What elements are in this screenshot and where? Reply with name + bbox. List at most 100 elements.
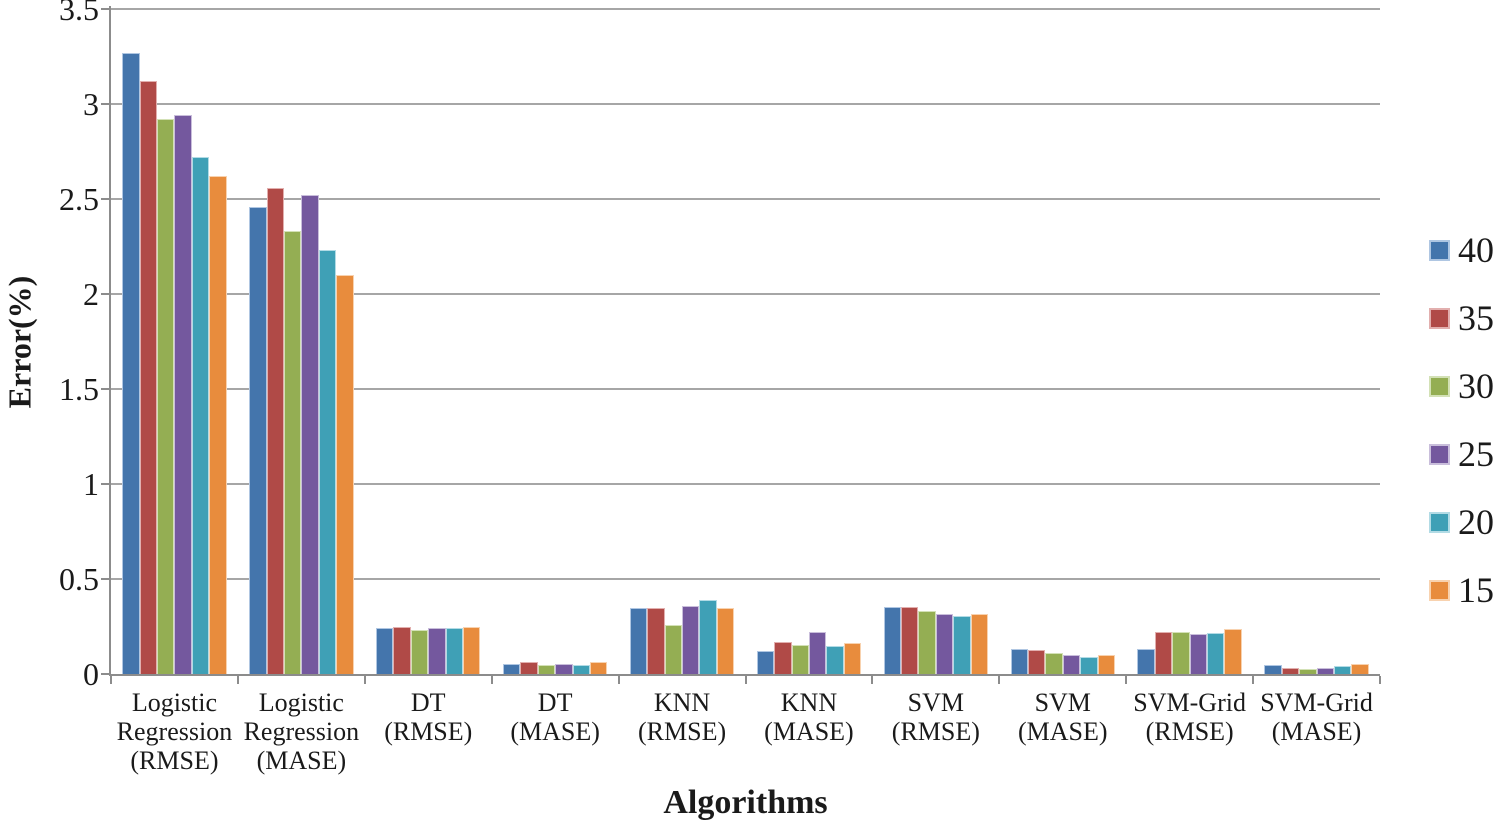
legend-swatch-icon xyxy=(1429,375,1450,397)
y-tick-label-1: 1 xyxy=(83,466,99,502)
bar-35-SVM (MASE) xyxy=(1027,650,1046,674)
legend-entry-15: 15 xyxy=(1429,570,1494,610)
bar-20-SVM-Grid (MASE) xyxy=(1333,666,1352,674)
x-category-label-line: KNN xyxy=(653,688,711,717)
bar-30-SVM-Grid (MASE) xyxy=(1299,669,1317,674)
bar-20-KNN (RMSE) xyxy=(699,599,717,674)
bar-40-KNN (RMSE) xyxy=(629,607,648,674)
x-tick-10 xyxy=(1379,676,1381,684)
x-category-label-line: SVM xyxy=(907,688,965,717)
bar-30-DT (MASE) xyxy=(537,665,556,674)
legend-swatch-icon xyxy=(1429,307,1450,329)
y-tick-label-1.5: 1.5 xyxy=(59,371,99,407)
x-category-label: KNN (MASE) xyxy=(729,688,889,746)
gridline-3.5 xyxy=(111,8,1380,10)
legend-label: 15 xyxy=(1458,570,1494,610)
bar-20-KNN (MASE) xyxy=(826,646,844,674)
bar-35-SVM-Grid (MASE) xyxy=(1281,668,1300,674)
bar-35-SVM (RMSE) xyxy=(901,606,919,674)
legend-entry-30: 30 xyxy=(1429,366,1494,406)
legend-entry-20: 20 xyxy=(1429,502,1494,542)
legend-label: 25 xyxy=(1458,434,1494,474)
bar-25-KNN (MASE) xyxy=(808,632,827,674)
bar-40-DT (MASE) xyxy=(502,663,521,674)
x-category-label-line: SVM xyxy=(1034,688,1091,717)
x-category-label-line: KNN xyxy=(780,688,838,717)
bar-30-Logistic Regression (MASE) xyxy=(283,231,302,674)
bar-40-SVM-Grid (MASE) xyxy=(1264,665,1282,674)
gridline-1 xyxy=(111,483,1380,485)
bar-25-SVM-Grid (RMSE) xyxy=(1189,634,1208,674)
y-tick-2 xyxy=(101,293,111,295)
bar-35-KNN (RMSE) xyxy=(647,607,665,674)
x-tick-4 xyxy=(617,676,620,684)
bar-20-DT (RMSE) xyxy=(445,628,464,674)
bar-15-DT (RMSE) xyxy=(463,626,481,674)
x-tick-8 xyxy=(1125,676,1128,684)
y-tick-label-3.5: 3.5 xyxy=(59,0,99,27)
bar-20-DT (MASE) xyxy=(572,664,590,674)
x-category-label: DT (MASE) xyxy=(475,688,635,746)
gridline-3 xyxy=(111,103,1380,105)
x-category-label-line: DT xyxy=(537,688,573,717)
x-axis-line xyxy=(109,674,1380,676)
bar-35-DT (RMSE) xyxy=(393,626,411,674)
y-tick-3.5 xyxy=(101,8,111,10)
gridline-2.5 xyxy=(111,198,1380,200)
legend-label: 20 xyxy=(1458,502,1494,542)
y-tick-1 xyxy=(101,483,111,485)
x-category-label-line: DT xyxy=(410,688,446,717)
bar-20-SVM (RMSE) xyxy=(953,616,971,674)
x-category-label: SVM (MASE) xyxy=(983,688,1143,746)
x-category-label-line: (MASE) xyxy=(1271,717,1362,746)
bar-20-SVM (MASE) xyxy=(1080,656,1098,674)
x-tick-9 xyxy=(1252,676,1255,684)
bar-35-KNN (MASE) xyxy=(774,641,792,674)
bar-25-SVM-Grid (MASE) xyxy=(1316,668,1334,674)
gridline-1.5 xyxy=(111,388,1380,390)
bar-25-Logistic Regression (MASE) xyxy=(301,195,319,674)
bar-30-SVM-Grid (RMSE) xyxy=(1172,632,1190,674)
bar-30-Logistic Regression (RMSE) xyxy=(157,119,175,674)
bar-30-KNN (RMSE) xyxy=(664,624,683,674)
x-tick-3 xyxy=(490,676,493,684)
bar-40-DT (RMSE) xyxy=(376,628,394,674)
bar-40-Logistic Regression (MASE) xyxy=(249,206,267,674)
y-tick-3 xyxy=(101,103,111,105)
x-category-label-line: (RMSE) xyxy=(1145,717,1234,746)
bar-25-DT (MASE) xyxy=(555,663,573,674)
x-category-label: Logistic Regression (RMSE) xyxy=(94,688,254,775)
bar-35-Logistic Regression (RMSE) xyxy=(139,81,158,674)
bar-30-SVM (RMSE) xyxy=(918,611,936,674)
bar-20-Logistic Regression (MASE) xyxy=(318,250,337,674)
bar-40-KNN (MASE) xyxy=(756,651,775,674)
bar-35-SVM-Grid (RMSE) xyxy=(1154,632,1173,674)
bar-40-SVM-Grid (RMSE) xyxy=(1137,649,1155,674)
bar-40-Logistic Regression (RMSE) xyxy=(122,52,140,674)
bar-20-SVM-Grid (RMSE) xyxy=(1207,633,1225,674)
bar-25-DT (RMSE) xyxy=(428,628,446,674)
y-tick-1.5 xyxy=(101,388,111,390)
x-category-label: KNN (RMSE) xyxy=(602,688,762,746)
y-tick-label-3: 3 xyxy=(83,86,99,122)
x-category-label-line: SVM-Grid xyxy=(1133,688,1246,717)
x-category-label: Logistic Regression (MASE) xyxy=(221,688,381,775)
gridline-2 xyxy=(111,293,1380,295)
bar-15-SVM-Grid (RMSE) xyxy=(1224,629,1242,674)
x-axis-title: Algorithms xyxy=(663,784,828,821)
x-category-label-line: (MASE) xyxy=(510,717,600,746)
legend-swatch-icon xyxy=(1429,511,1450,533)
y-tick-0.5 xyxy=(101,578,111,580)
bar-40-SVM (MASE) xyxy=(1010,649,1028,674)
legend-label: 35 xyxy=(1458,298,1494,338)
legend-swatch-icon xyxy=(1429,239,1450,261)
y-tick-label-0.5: 0.5 xyxy=(59,561,99,597)
x-category-label: SVM-Grid (MASE) xyxy=(1237,688,1397,746)
x-category-label: SVM-Grid (RMSE) xyxy=(1110,688,1270,746)
y-tick-2.5 xyxy=(101,198,111,200)
bar-35-Logistic Regression (MASE) xyxy=(266,187,284,674)
bar-25-SVM (RMSE) xyxy=(935,614,954,674)
bar-35-DT (MASE) xyxy=(520,661,538,674)
